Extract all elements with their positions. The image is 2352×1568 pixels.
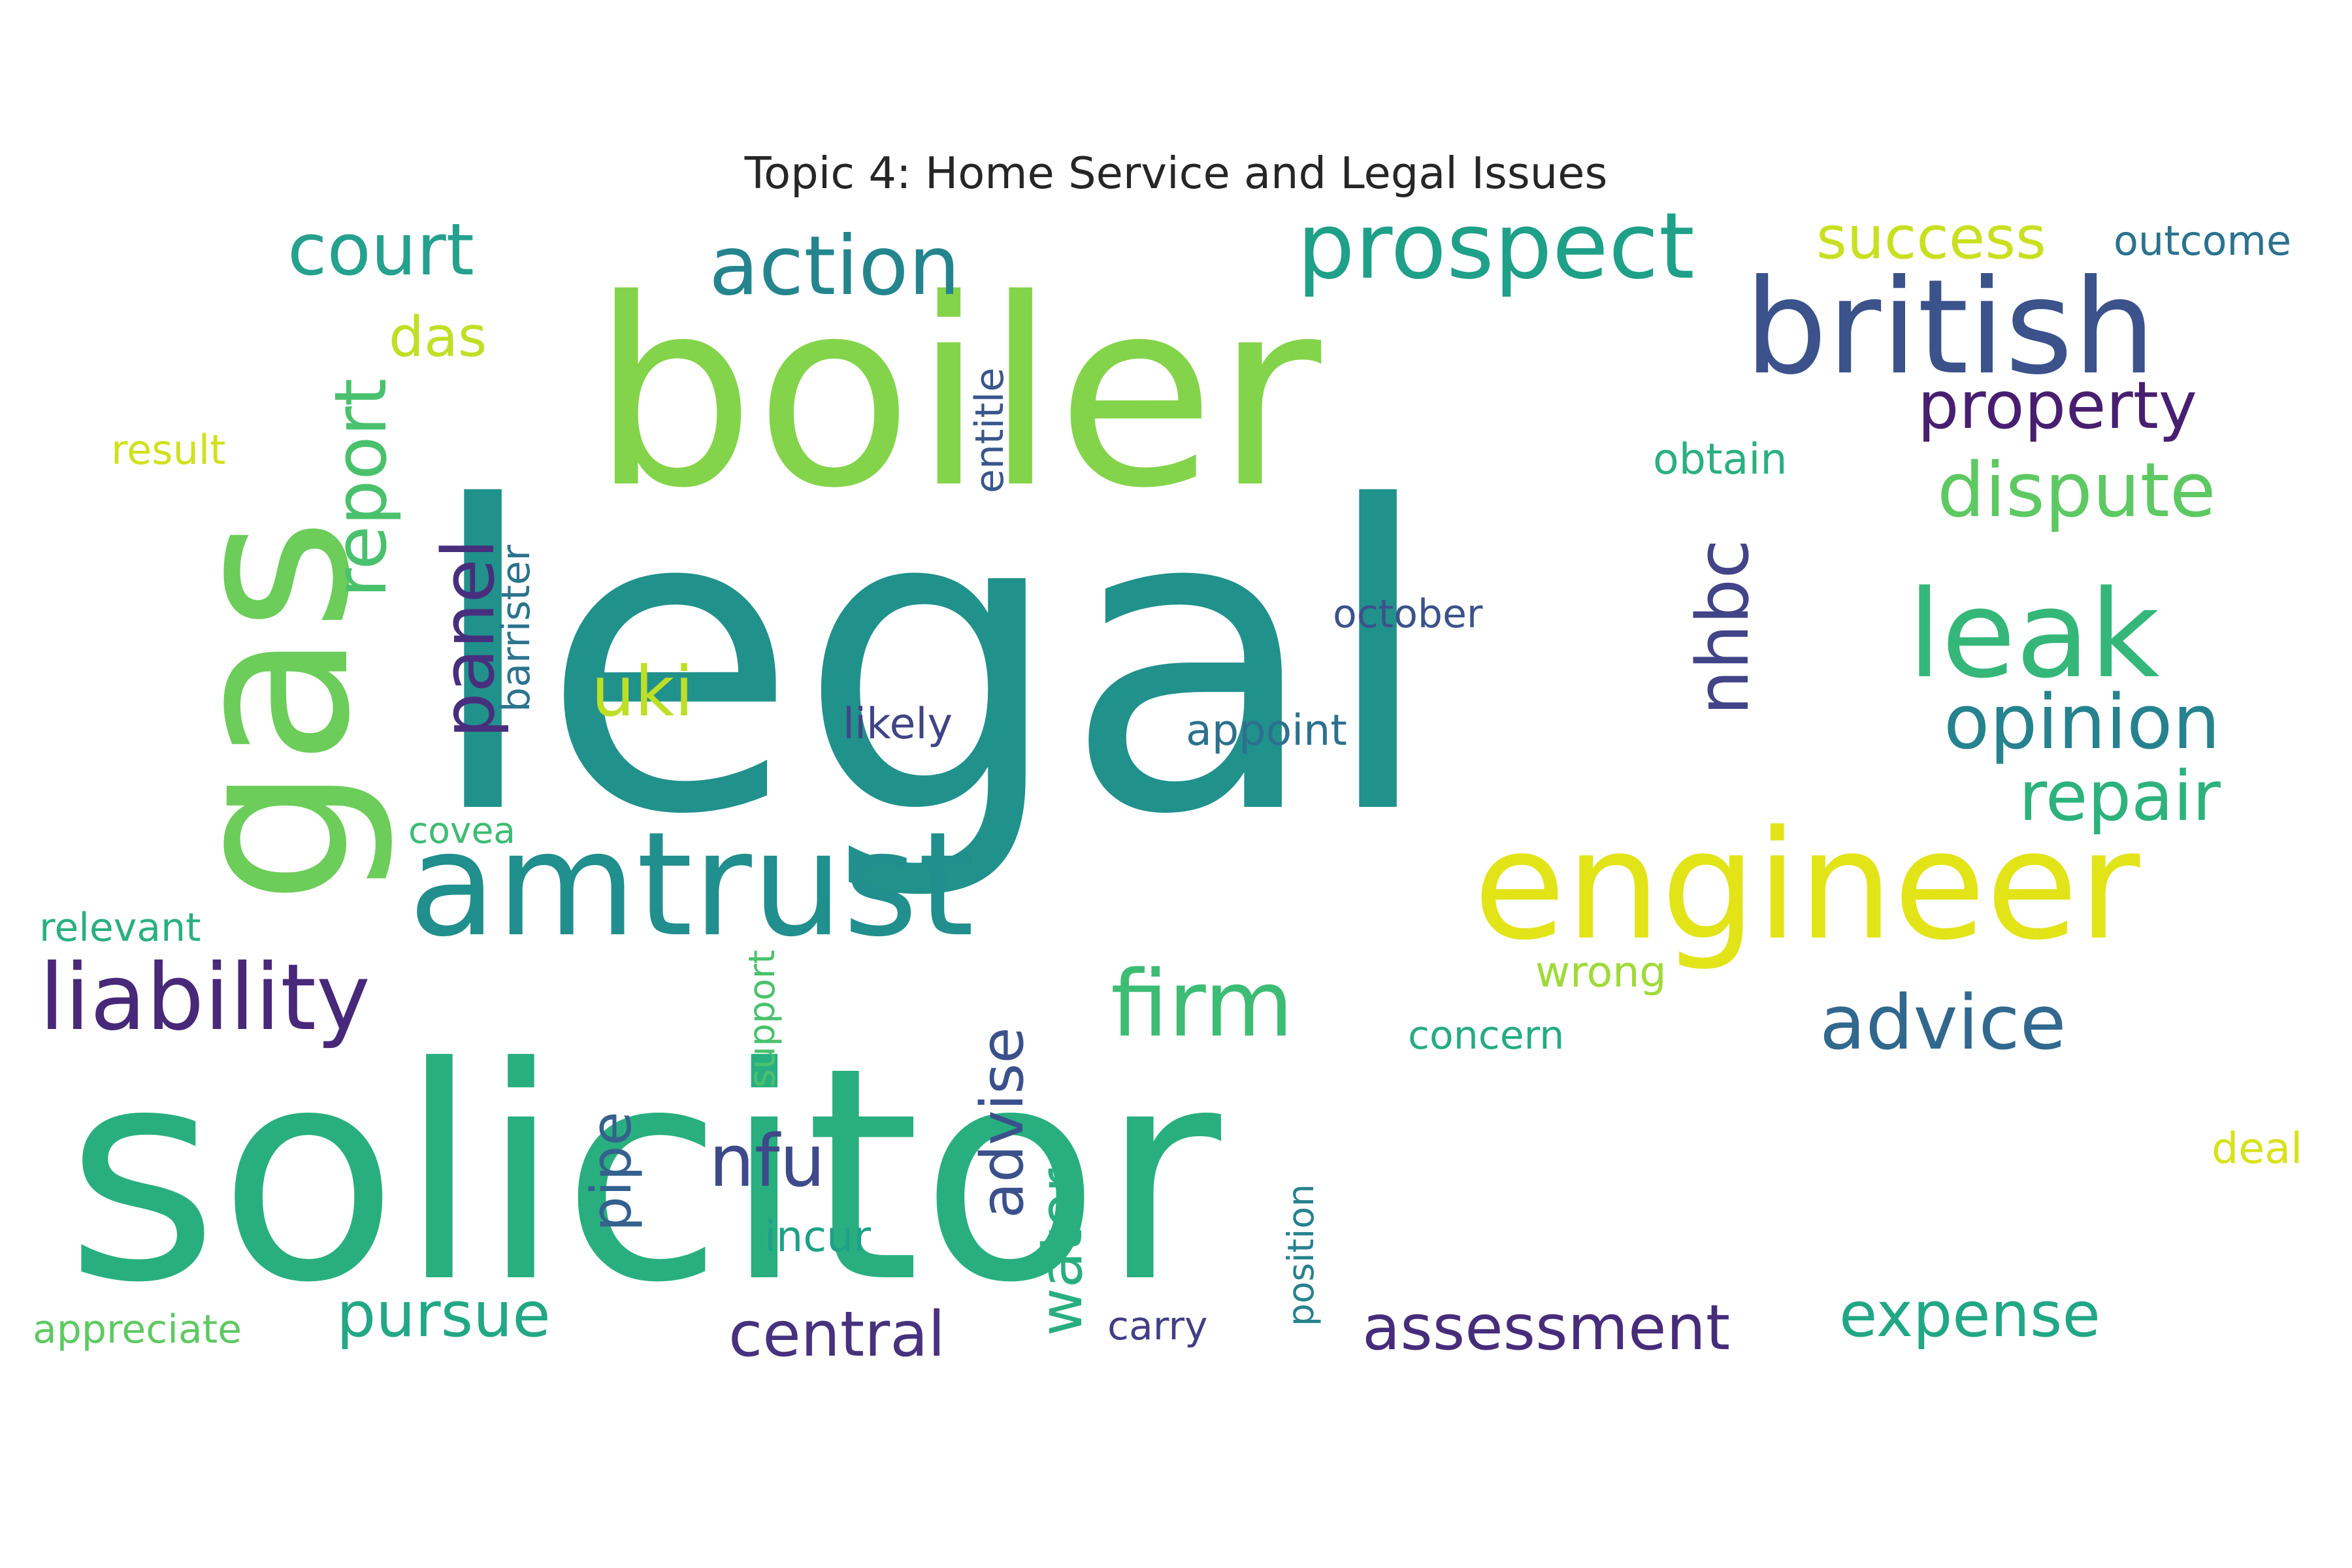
word-entitle: entitle (967, 368, 1013, 493)
word-appreciate: appreciate (33, 1307, 242, 1352)
word-repair: repair (2019, 757, 2221, 836)
word-relevant: relevant (39, 905, 201, 951)
word-central: central (728, 1299, 945, 1371)
word-october: october (1333, 591, 1483, 637)
word-das: das (389, 305, 487, 370)
word-wrong: wrong (1535, 948, 1667, 997)
word-action: action (709, 219, 960, 314)
word-assessment: assessment (1362, 1292, 1730, 1364)
word-likely: likely (843, 700, 953, 749)
word-solicitor: solicitor (65, 1005, 1224, 1347)
word-outcome: outcome (2114, 217, 2291, 265)
word-legal: legal (425, 419, 1436, 906)
word-concern: concern (1408, 1013, 1564, 1058)
word-liability: liability (39, 945, 370, 1051)
word-dispute: dispute (1937, 447, 2216, 534)
word-property: property (1918, 367, 2197, 444)
word-covea: covea (408, 809, 515, 851)
word-report: report (319, 378, 402, 598)
word-nhbc: nhbc (1681, 539, 1765, 715)
word-water: water (1027, 1169, 1096, 1336)
word-court: court (287, 208, 474, 291)
word-pursue: pursue (336, 1279, 551, 1351)
word-barrister: barrister (493, 544, 539, 712)
word-prospect: prospect (1297, 193, 1695, 300)
word-position: position (1280, 1184, 1322, 1326)
word-incur: incur (764, 1213, 871, 1262)
word-panel: panel (427, 539, 510, 738)
word-obtain: obtain (1653, 435, 1788, 484)
word-opinion: opinion (1944, 679, 2220, 766)
word-engineer: engineer (1473, 799, 2140, 973)
word-pipe: pipe (580, 1111, 644, 1232)
word-boiler: boiler (591, 244, 1324, 545)
word-gas: gas (144, 518, 399, 905)
word-appoint: appoint (1186, 706, 1347, 755)
word-expense: expense (1839, 1279, 2100, 1351)
word-leak: leak (1908, 564, 2160, 705)
word-support: support (741, 950, 783, 1088)
word-advise: advise (968, 1027, 1037, 1218)
word-amtrust: amtrust (408, 801, 974, 968)
word-success: success (1816, 204, 2046, 272)
word-nfu: nfu (709, 1119, 825, 1203)
chart-title: Topic 4: Home Service and Legal Issues (744, 148, 1608, 199)
word-british: british (1744, 252, 2156, 404)
word-advice: advice (1820, 979, 2066, 1067)
word-result: result (111, 426, 225, 474)
word-carry: carry (1107, 1303, 1208, 1349)
word-deal: deal (2212, 1124, 2302, 1173)
word-firm: firm (1111, 951, 1294, 1058)
word-uki: uki (591, 652, 694, 732)
